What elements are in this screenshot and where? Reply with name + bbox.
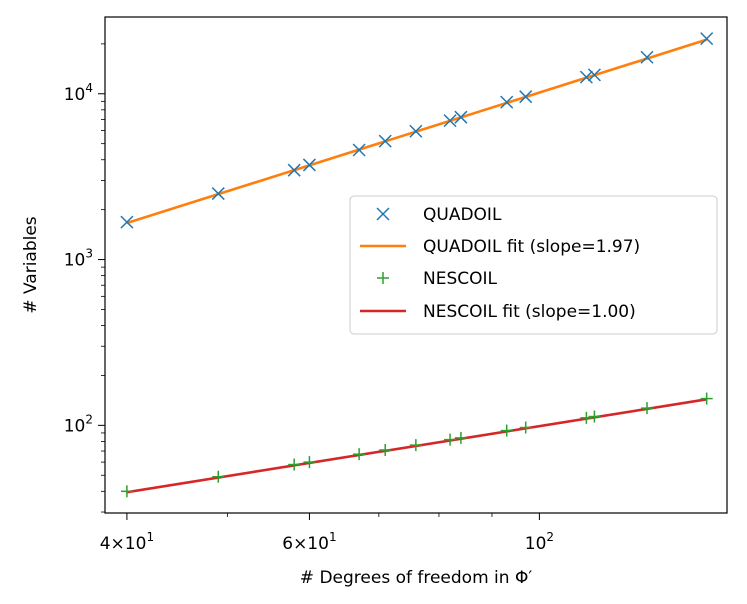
nescoil-point (409, 439, 422, 452)
legend-label-quadoil-fit-slope-1-97: QUADOIL fit (slope=1.97) (423, 237, 640, 257)
quadoil-point (443, 114, 457, 128)
nescoil-point (288, 458, 301, 471)
nescoil-point (454, 431, 467, 444)
quadoil-point (120, 215, 134, 229)
quadoil-point (378, 134, 392, 148)
quadoil-point (287, 163, 301, 177)
nescoil-point (444, 433, 457, 446)
legend-label-nescoil-fit-slope-1-00: NESCOIL fit (slope=1.00) (423, 302, 636, 322)
x-axis-title: # Degrees of freedom in Φ′ (300, 568, 533, 588)
axes-frame (104, 16, 728, 514)
legend-handle-quadoil (376, 207, 390, 221)
quadoil-point (454, 110, 468, 124)
nescoil-point (700, 392, 713, 405)
quadoil-point (640, 50, 654, 64)
quadoil-point (587, 68, 601, 82)
x-tick-label: 6×101 (282, 530, 336, 554)
nescoil-point (519, 421, 532, 434)
major-ticks: 4×101 6×101 102 102 103 104 (64, 81, 554, 554)
quadoil-point (579, 70, 593, 84)
quadoil-point (500, 95, 514, 109)
nescoil-point (500, 424, 513, 437)
nescoil-point (353, 448, 366, 461)
nescoil-point (580, 411, 593, 424)
legend-box (349, 195, 718, 335)
quadoil-point (302, 158, 316, 172)
legend-handle-nescoil (377, 272, 389, 284)
nescoil-point (120, 485, 133, 498)
series-layer (120, 32, 714, 498)
nescoil-point (640, 402, 653, 415)
minor-ticks (101, 43, 493, 517)
legend-label-nescoil: NESCOIL (423, 269, 498, 289)
quadoil-point (352, 143, 366, 157)
y-tick-label: 102 (64, 412, 93, 436)
x-tick-label: 102 (525, 530, 554, 554)
y-tick-label: 104 (64, 81, 93, 105)
legend-label-quadoil: QUADOIL (423, 205, 502, 225)
x-tick-label: 4×101 (100, 530, 154, 554)
quadoil-point (700, 32, 714, 46)
quadoil-point (519, 90, 533, 104)
y-axis-title: # Variables (21, 216, 41, 313)
nescoil-point (588, 410, 601, 423)
legend: QUADOIL QUADOIL fit (slope=1.97) NESCOIL NE… (349, 195, 718, 335)
quadoil-point (409, 124, 423, 138)
nescoil-point (379, 444, 392, 457)
nescoil-point (303, 456, 316, 469)
y-tick-label: 103 (64, 247, 93, 271)
quadoil-point (211, 187, 225, 201)
nescoil-point (212, 470, 225, 483)
